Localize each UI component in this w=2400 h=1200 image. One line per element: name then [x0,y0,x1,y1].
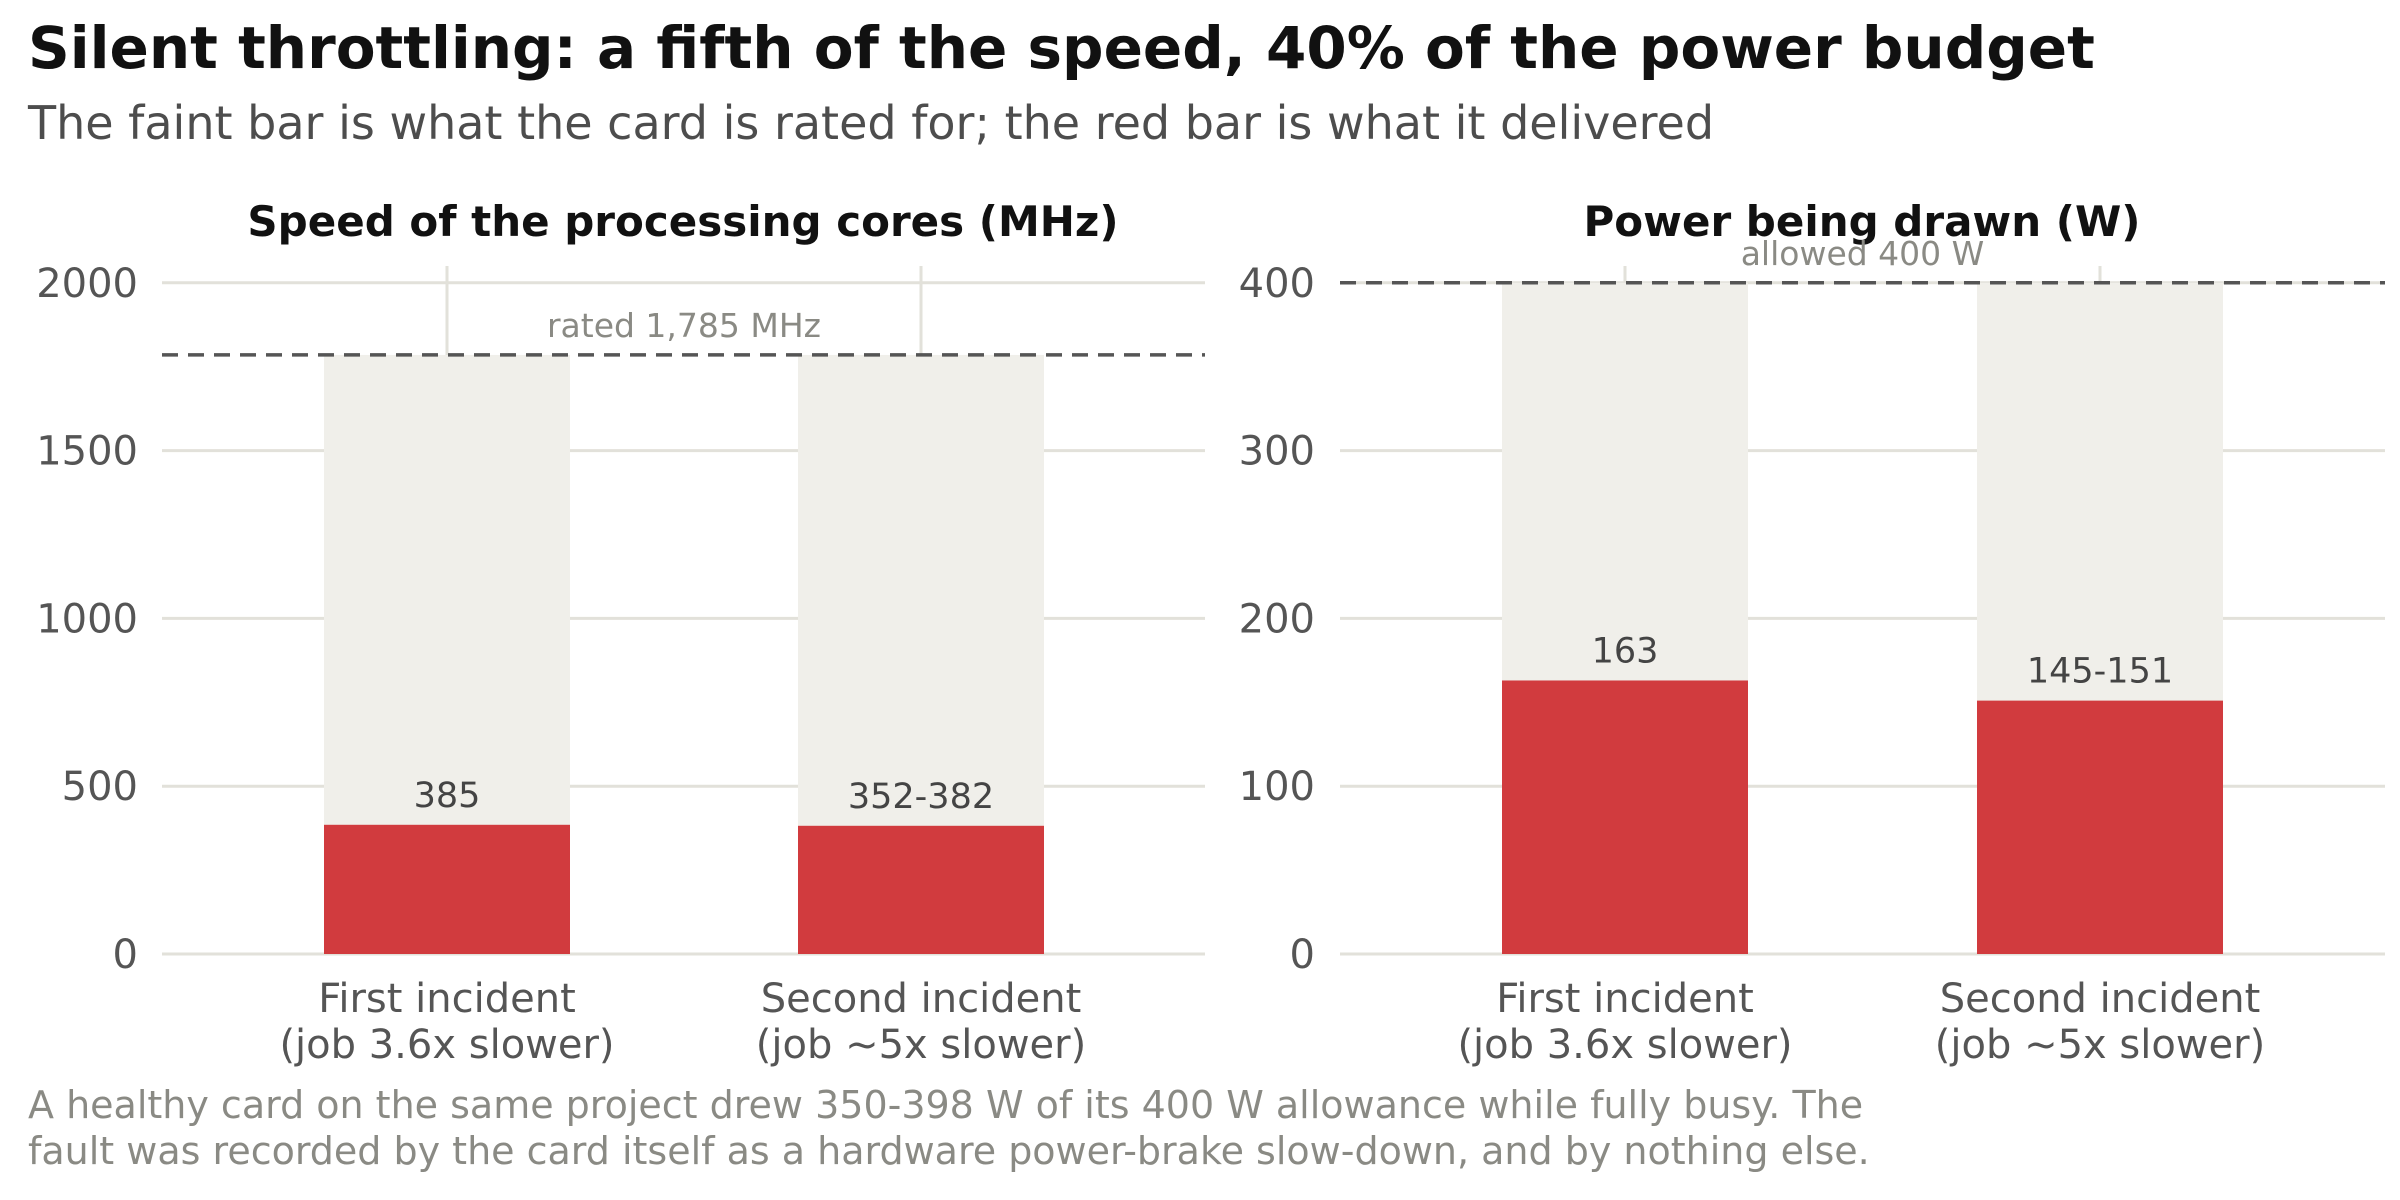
panel-1-category-label-1-line-1: First incident [318,976,576,1022]
panel-2-category-label-1-line-2: (job 3.6x slower) [1457,1022,1792,1068]
panel-2-ytick-0: 0 [1290,932,1315,978]
panel-2-delivered-bar-1 [1502,680,1748,954]
panel-1-value-label-1: 385 [414,776,481,816]
panel-2-category-label-1-line-1: First incident [1496,976,1754,1022]
panel-2-ytick-400: 400 [1239,261,1315,307]
panel-2-value-label-1: 163 [1592,631,1659,671]
panel-1-ytick-1500: 1500 [36,429,138,475]
panel-1-delivered-bar-2 [798,825,1044,954]
panel-2-value-label-2: 145-151 [2027,652,2173,692]
panel-1-category-label-2-line-1: Second incident [761,976,1082,1022]
panel-1-delivered-bar-1 [324,824,570,954]
panel-2-ytick-300: 300 [1239,429,1315,475]
panel-2-delivered-bar-2 [1977,700,2223,954]
panel-2-category-label-2-line-1: Second incident [1940,976,2261,1022]
footnote-line-1: A healthy card on the same project drew … [28,1083,1864,1127]
panel-1-category-label-1-line-2: (job 3.6x slower) [279,1022,614,1068]
panel-2-reference-label: allowed 400 W [1741,234,1985,273]
chart-title: Silent throttling: a fifth of the speed,… [28,14,2095,82]
chart-subtitle: The faint bar is what the card is rated … [28,96,1715,150]
panel-1-ytick-2000: 2000 [36,261,138,307]
panel-1-ytick-1000: 1000 [36,596,138,642]
panel-2-title: Power being drawn (W) [1584,197,2141,246]
panel-2-category-label-2-line-2: (job ~5x slower) [1935,1022,2265,1068]
panel-1-value-label-2: 352-382 [848,777,994,817]
panel-1-title: Speed of the processing cores (MHz) [247,197,1118,246]
panel-1-ytick-500: 500 [62,764,138,810]
panel-2-ytick-200: 200 [1239,596,1315,642]
panel-1-ytick-0: 0 [113,932,138,978]
panel-1-reference-label: rated 1,785 MHz [547,306,821,345]
footnote: A healthy card on the same project drew … [28,1082,1870,1174]
panel-2-ytick-100: 100 [1239,764,1315,810]
footnote-line-2: fault was recorded by the card itself as… [28,1129,1870,1173]
panel-1-category-label-2-line-2: (job ~5x slower) [756,1022,1086,1068]
